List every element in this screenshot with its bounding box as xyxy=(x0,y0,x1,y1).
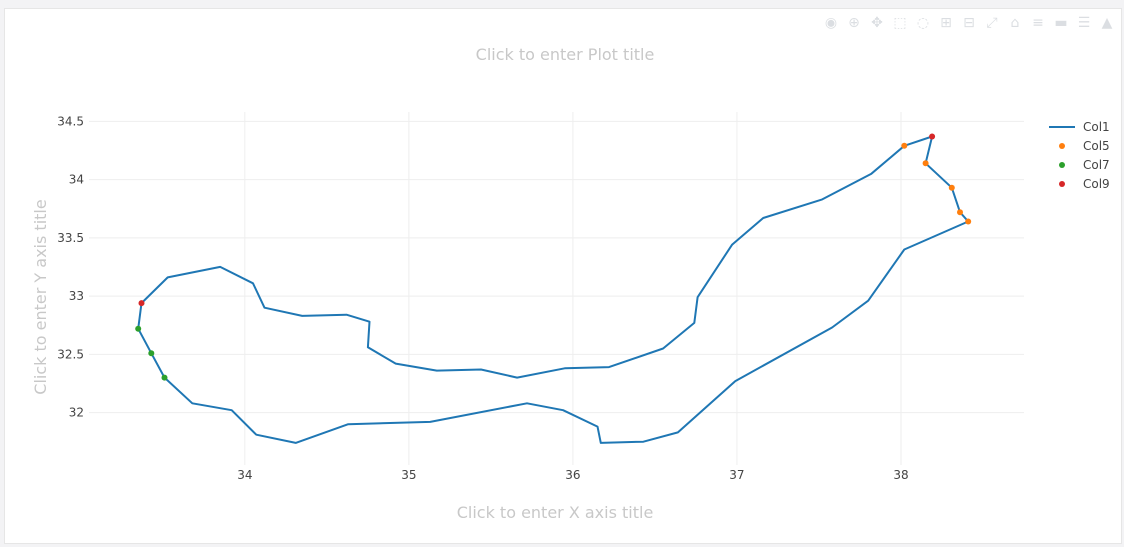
data-point-col5[interactable] xyxy=(901,142,908,149)
autoscale-icon[interactable]: ⤢ xyxy=(986,15,998,31)
grid-layer xyxy=(89,112,1024,465)
x-tick-label: 38 xyxy=(893,468,908,482)
y-tick-label: 34 xyxy=(69,173,84,187)
legend-item-col1[interactable]: Col1 xyxy=(1049,120,1110,134)
data-point-col5[interactable] xyxy=(922,160,929,167)
x-tick-label: 36 xyxy=(565,468,580,482)
y-axis-title[interactable]: Click to enter Y axis title xyxy=(31,199,50,394)
data-point-col5[interactable] xyxy=(948,184,955,191)
spike-lines-icon[interactable]: ≡ xyxy=(1032,15,1044,31)
data-point-col5[interactable] xyxy=(957,209,963,216)
legend-swatch xyxy=(1059,181,1065,187)
y-tick-label: 33.5 xyxy=(57,231,84,245)
x-axis-title[interactable]: Click to enter X axis title xyxy=(457,503,654,522)
data-point-col7[interactable] xyxy=(148,350,155,357)
plotly-logo-icon[interactable]: ▲ xyxy=(1101,15,1113,31)
legend-label: Col1 xyxy=(1083,120,1110,134)
data-point-col7[interactable] xyxy=(161,374,168,381)
reset-axes-icon[interactable]: ⌂ xyxy=(1010,15,1020,31)
x-tick-label: 34 xyxy=(237,468,252,482)
y-tick-label: 32.5 xyxy=(57,347,84,361)
x-tick-label: 37 xyxy=(729,468,744,482)
hover-closest-icon[interactable]: ▬ xyxy=(1054,15,1068,31)
legend-label: Col5 xyxy=(1083,139,1110,153)
data-point-col5[interactable] xyxy=(965,218,972,225)
x-tick-label: 35 xyxy=(401,468,416,482)
tick-layer: 34 35 36 37 38 32 32.5 33 33.5 34 34.5 xyxy=(57,114,908,482)
pan-icon[interactable]: ✥ xyxy=(871,15,883,31)
y-tick-label: 33 xyxy=(69,289,84,303)
legend-item-col7[interactable]: Col7 xyxy=(1059,158,1110,172)
zoom-icon[interactable]: ⊕ xyxy=(848,15,860,31)
legend: Col1 Col5 Col7 Col9 xyxy=(1049,120,1110,191)
data-point-col9[interactable] xyxy=(929,133,936,140)
data-point-col7[interactable] xyxy=(135,325,142,332)
plot-frame: ◉ ⊕ ✥ ⬚ ◌ ⊞ ⊟ ⤢ ⌂ ≡ ▬ ☰ ▲ 34 35 36 37 38 32 32.5 33 33.5 34 34… xyxy=(4,8,1122,544)
modebar: ◉ ⊕ ✥ ⬚ ◌ ⊞ ⊟ ⤢ ⌂ ≡ ▬ ☰ ▲ xyxy=(823,15,1115,31)
hover-compare-icon[interactable]: ☰ xyxy=(1077,15,1091,31)
legend-label: Col7 xyxy=(1083,158,1110,172)
zoom-in-icon[interactable]: ⊞ xyxy=(940,15,952,31)
plot-title[interactable]: Click to enter Plot title xyxy=(476,45,655,64)
camera-icon[interactable]: ◉ xyxy=(824,15,838,31)
legend-swatch xyxy=(1059,143,1065,149)
series-line-col1[interactable] xyxy=(137,135,970,444)
zoom-out-icon[interactable]: ⊟ xyxy=(963,15,975,31)
y-tick-label: 32 xyxy=(69,406,84,420)
legend-item-col9[interactable]: Col9 xyxy=(1059,177,1110,191)
chart: 34 35 36 37 38 32 32.5 33 33.5 34 34.5 Click to en… xyxy=(31,45,1110,522)
legend-item-col5[interactable]: Col5 xyxy=(1059,139,1110,153)
data-point-col9[interactable] xyxy=(138,300,145,307)
legend-label: Col9 xyxy=(1083,177,1110,191)
y-tick-label: 34.5 xyxy=(57,114,84,128)
series-layer xyxy=(135,133,972,444)
lasso-icon[interactable]: ◌ xyxy=(916,15,930,31)
select-icon[interactable]: ⬚ xyxy=(893,15,907,31)
legend-swatch xyxy=(1059,162,1065,168)
